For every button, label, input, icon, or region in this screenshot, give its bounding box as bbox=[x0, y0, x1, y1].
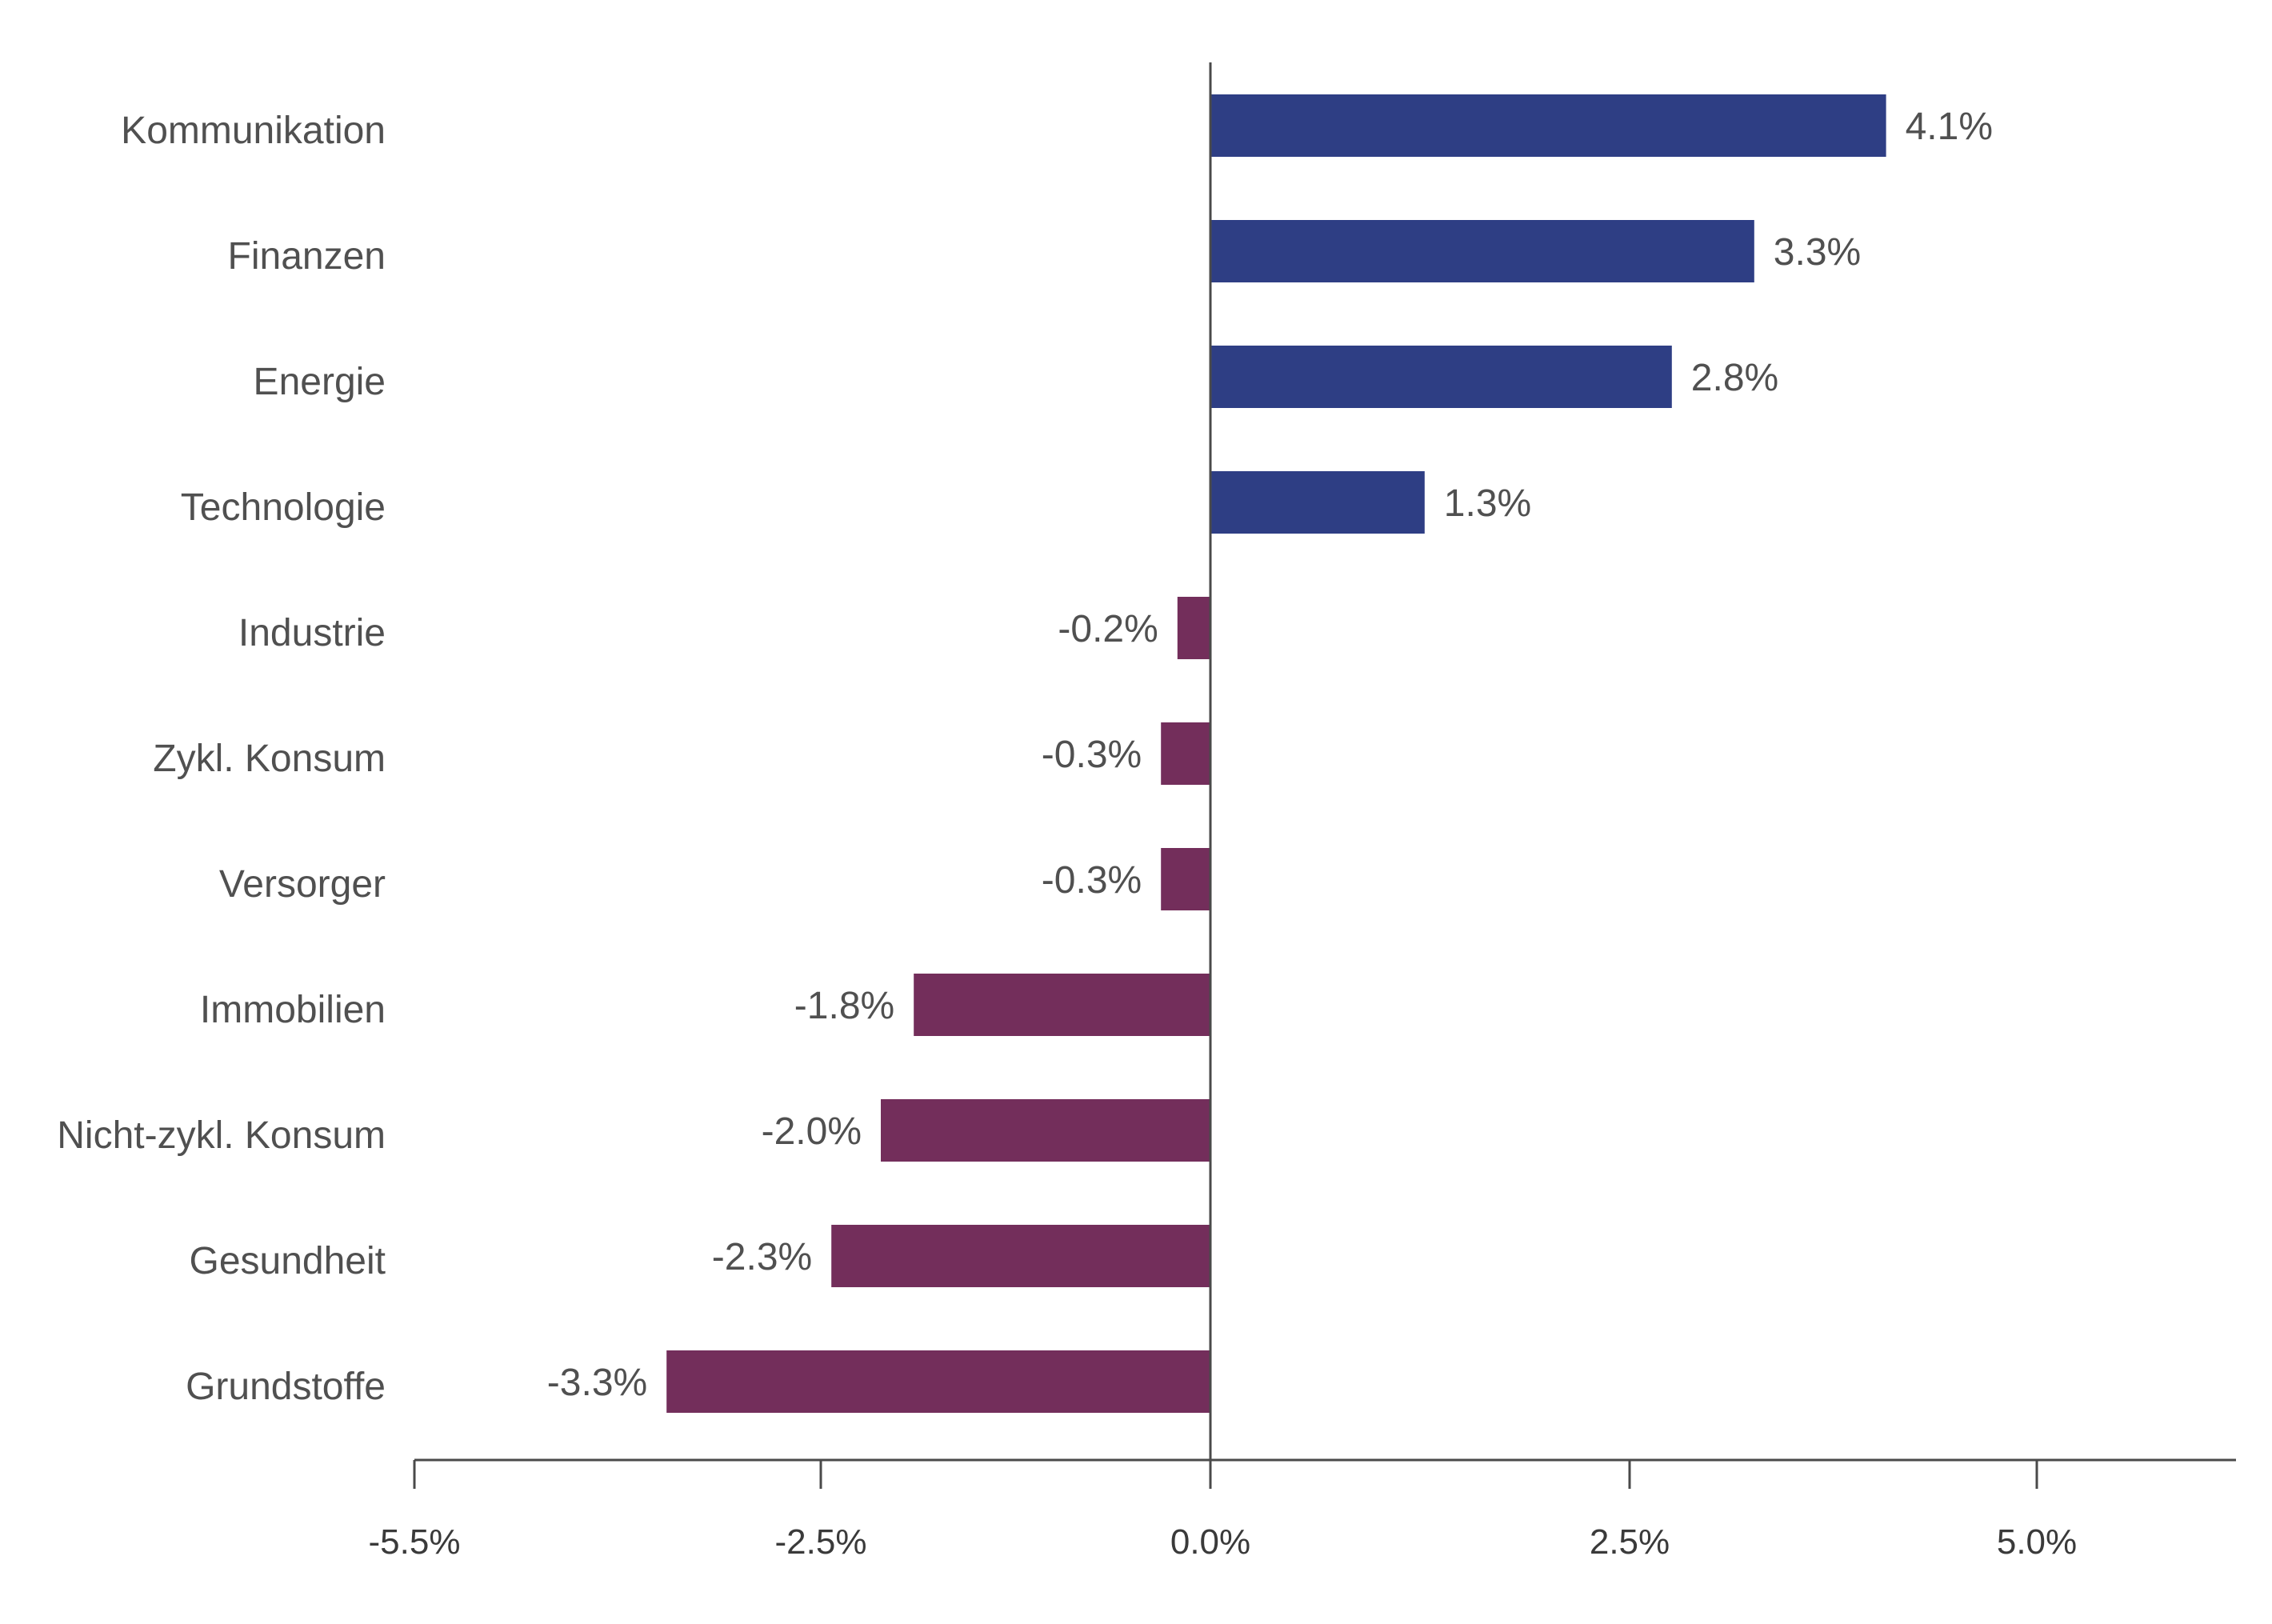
bar-grundstoffe bbox=[666, 1350, 1210, 1413]
value-label: 2.8% bbox=[1691, 357, 1778, 399]
value-label: 3.3% bbox=[1774, 231, 1861, 274]
category-label: Finanzen bbox=[228, 235, 386, 278]
x-axis-ticks: -5.5% -2.5% 0.0% 2.5% 5.0% bbox=[369, 1460, 2077, 1562]
bar-finanzen bbox=[1210, 220, 1754, 282]
x-tick-label: 2.5% bbox=[1590, 1522, 1670, 1562]
bar-versorger bbox=[1161, 848, 1210, 910]
category-label: Versorger bbox=[219, 863, 386, 906]
value-label: -0.3% bbox=[1042, 734, 1142, 776]
bar-kommunikation bbox=[1210, 94, 1886, 157]
bar-industrie bbox=[1177, 597, 1210, 659]
value-labels: 4.1% 3.3% 2.8% 1.3% -0.2% -0.3% -0.3% -1.8% -2.0… bbox=[547, 106, 1993, 1404]
bars-group bbox=[666, 94, 1886, 1413]
bar-energie bbox=[1210, 346, 1672, 408]
x-tick-label: 0.0% bbox=[1170, 1522, 1250, 1562]
category-labels: Kommunikation Finanzen Energie Technologie I… bbox=[57, 110, 386, 1408]
value-label: -2.3% bbox=[712, 1236, 812, 1278]
category-label: Gesundheit bbox=[189, 1240, 386, 1282]
bar-technologie bbox=[1210, 471, 1425, 534]
value-label: -3.3% bbox=[547, 1362, 647, 1404]
bar-gesundheit bbox=[831, 1225, 1210, 1287]
category-label: Immobilien bbox=[200, 989, 386, 1031]
value-label: -1.8% bbox=[794, 985, 894, 1027]
category-label: Kommunikation bbox=[121, 110, 386, 152]
bar-nicht-zykl-konsum bbox=[881, 1099, 1210, 1162]
value-label: 4.1% bbox=[1906, 106, 1993, 148]
value-label: -0.3% bbox=[1042, 859, 1142, 902]
value-label: 1.3% bbox=[1444, 482, 1531, 525]
category-label: Energie bbox=[254, 361, 386, 403]
value-label: -2.0% bbox=[762, 1110, 862, 1153]
category-label: Industrie bbox=[238, 612, 386, 654]
value-label: -0.2% bbox=[1058, 608, 1158, 650]
category-label: Zykl. Konsum bbox=[153, 738, 386, 780]
category-label: Technologie bbox=[181, 486, 386, 529]
bar-immobilien bbox=[914, 974, 1210, 1036]
category-label: Nicht-zykl. Konsum bbox=[57, 1114, 386, 1157]
x-tick-label: -5.5% bbox=[369, 1522, 461, 1562]
x-tick-label: 5.0% bbox=[1997, 1522, 2077, 1562]
category-label: Grundstoffe bbox=[186, 1366, 386, 1408]
x-tick-label: -2.5% bbox=[775, 1522, 867, 1562]
bar-zykl-konsum bbox=[1161, 722, 1210, 785]
